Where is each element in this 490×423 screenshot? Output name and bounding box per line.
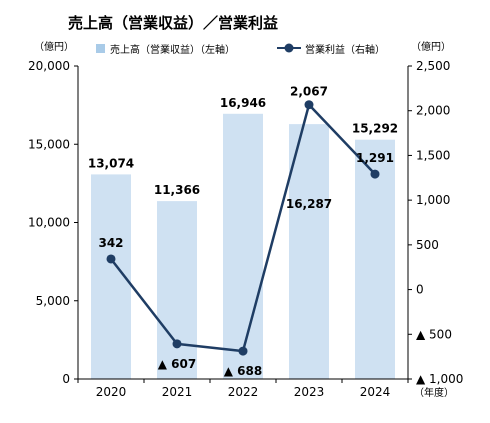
profit-point-2020 <box>106 254 116 264</box>
legend-bar-swatch <box>96 44 105 53</box>
profit-label-2021: ▲ 607 <box>158 357 196 371</box>
sales-label-2023: 16,287 <box>286 197 332 211</box>
x-tick-label: 2023 <box>294 385 325 399</box>
left-tick-label: 0 <box>62 372 70 386</box>
data-labels: 13,074 11,366 16,946 16,287 15,292 342 ▲ 607 ▲ … <box>88 85 398 378</box>
profit-label-2023: 2,067 <box>290 85 328 99</box>
x-tick-label: 2024 <box>360 385 391 399</box>
line-series <box>106 100 380 356</box>
right-tick-label: ▲ 500 <box>416 327 452 341</box>
left-axis-unit: （億円） <box>34 40 74 53</box>
left-tick-label: 20,000 <box>28 59 70 73</box>
bar-series <box>91 113 395 379</box>
bar-2021 <box>157 201 197 379</box>
profit-point-2023 <box>304 100 314 110</box>
left-tick-label: 15,000 <box>28 137 70 151</box>
right-tick-label: 1,500 <box>416 148 450 162</box>
right-tick-label: 500 <box>416 238 439 252</box>
right-axis-unit: （億円） <box>411 40 451 53</box>
left-tick-label: 10,000 <box>28 216 70 230</box>
profit-point-2021 <box>172 339 182 349</box>
sales-label-2021: 11,366 <box>154 183 200 197</box>
bar-2022 <box>223 113 263 379</box>
x-tick-label: 2022 <box>228 385 259 399</box>
right-tick-label: 2,500 <box>416 59 450 73</box>
right-tick-label: 2,000 <box>416 104 450 118</box>
profit-label-2024: 1,291 <box>356 151 394 165</box>
x-axis-unit: （年度） <box>414 386 454 399</box>
legend-bar-label: 売上高（営業収益）（左軸） <box>110 43 235 56</box>
right-tick-label: ▲ 1,000 <box>416 372 463 386</box>
profit-label-2022: ▲ 688 <box>224 364 262 378</box>
legend-line-label: 営業利益（右軸） <box>305 43 385 56</box>
right-tick-label: 0 <box>416 283 424 297</box>
profit-point-2024 <box>370 169 380 179</box>
sales-label-2024: 15,292 <box>352 122 398 136</box>
bar-2023 <box>289 124 329 379</box>
sales-label-2020: 13,074 <box>88 156 134 170</box>
sales-label-2022: 16,946 <box>220 96 266 110</box>
legend-line-marker <box>284 43 294 53</box>
bar-2024 <box>355 139 395 379</box>
left-tick-label: 5,000 <box>36 294 70 308</box>
legend: 売上高（営業収益）（左軸） 営業利益（右軸） <box>96 43 385 56</box>
x-tick-label: 2021 <box>162 385 193 399</box>
axes: 0 5,000 10,000 15,000 20,000 ▲ 1,000 ▲ 500 0 500… <box>28 59 463 399</box>
x-tick-label: 2020 <box>96 385 127 399</box>
profit-label-2020: 342 <box>98 236 123 250</box>
right-tick-label: 1,000 <box>416 193 450 207</box>
profit-point-2022 <box>238 346 248 356</box>
chart-title: 売上高（営業収益）／営業利益 <box>68 14 278 32</box>
